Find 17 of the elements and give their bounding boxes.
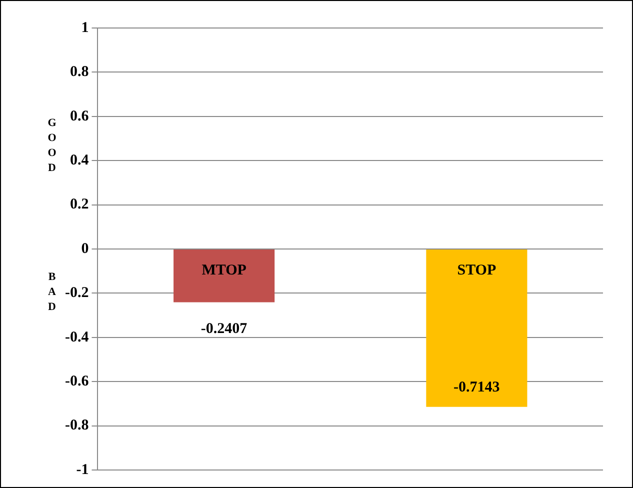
y-tick-label: 0.4 (70, 152, 90, 168)
text: GOOD (46, 116, 58, 176)
y-tick-label: -0.2 (64, 285, 89, 302)
y-tick-label: 1 (81, 20, 89, 36)
y-tick-label: 0.6 (70, 108, 90, 124)
y-tick-label: -0.8 (64, 418, 89, 434)
y-tick-label: -0.4 (64, 329, 90, 346)
y-tick-label: 0.8 (70, 64, 89, 80)
text: BAD (47, 270, 57, 315)
y-tick-label: -0.6 (64, 373, 90, 390)
data-label: -0.2407 (200, 321, 248, 338)
y-tick-label: 0 (81, 240, 89, 257)
data-label: -0.7143 (454, 380, 500, 396)
y-tick-label: -1 (76, 462, 89, 478)
y-tick-label: 0.2 (70, 196, 89, 213)
x-tick-label: STOP (457, 262, 496, 278)
x-tick-label: MTOP (202, 262, 246, 278)
